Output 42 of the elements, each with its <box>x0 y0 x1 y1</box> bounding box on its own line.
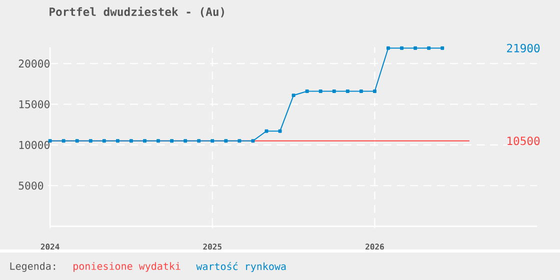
point <box>359 90 363 93</box>
point <box>210 139 214 143</box>
point <box>62 139 66 143</box>
point <box>184 139 188 143</box>
point <box>143 139 146 143</box>
y2-tick-label: 21900 <box>507 44 540 52</box>
point <box>224 139 228 143</box>
point <box>440 46 444 50</box>
point <box>238 139 242 143</box>
point <box>372 90 376 93</box>
x-tick-label: 2026 <box>366 244 384 250</box>
point <box>400 46 404 50</box>
point <box>305 90 309 93</box>
chart-title: Portfel dwudziestek - (Au) <box>50 6 224 18</box>
point <box>129 139 133 143</box>
y-tick-label: 5000 <box>18 182 44 190</box>
point <box>414 46 418 50</box>
point <box>264 129 268 133</box>
point <box>346 90 350 93</box>
x-tick-label: 2025 <box>203 244 222 250</box>
y2-tick-label: 10500 <box>508 136 540 146</box>
point <box>251 139 255 143</box>
point <box>292 94 296 98</box>
point <box>156 139 160 143</box>
y-tick-label: 10000 <box>19 140 50 149</box>
point <box>427 46 431 50</box>
y-tick-label: 15000 <box>19 100 50 108</box>
point <box>116 139 120 143</box>
point <box>278 129 282 133</box>
text: wartość rynkowa <box>196 262 286 272</box>
legend-title: Legenda: <box>10 262 56 272</box>
point <box>197 139 201 143</box>
y-tick-label: 20000 <box>18 60 50 68</box>
point <box>386 46 390 50</box>
point <box>170 139 174 143</box>
point <box>318 90 322 93</box>
point <box>75 139 79 143</box>
point <box>332 90 336 93</box>
x-tick-label: 2024 <box>40 244 60 250</box>
point <box>88 139 92 143</box>
point <box>102 139 106 143</box>
text: poniesione wydatki <box>74 262 180 272</box>
